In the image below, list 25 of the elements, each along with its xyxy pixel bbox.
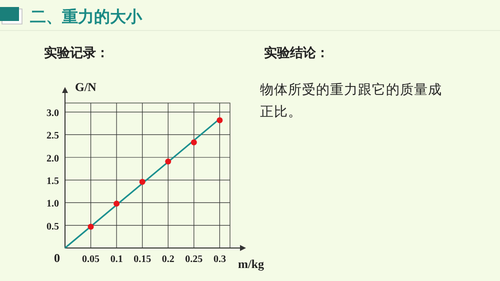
point — [114, 200, 120, 207]
point — [88, 224, 94, 230]
x-axis-title: m/kg — [238, 257, 264, 271]
point — [139, 178, 146, 185]
point — [216, 117, 223, 124]
x-tick-label: 0.3 — [213, 254, 226, 265]
y-tick-label: 1.0 — [46, 198, 59, 210]
x-tick-label: 0.25 — [185, 254, 203, 265]
y-tick-label: 3.0 — [46, 108, 59, 120]
x-tick-label: 0.15 — [134, 254, 152, 265]
text: 实验结论： — [264, 45, 329, 61]
x-tick-label: 0.05 — [82, 254, 100, 265]
text: 物体所受的重力跟它的质量成正比。 — [260, 82, 442, 120]
y-tick-label: 2.0 — [46, 153, 59, 164]
x-tick-label: 0.2 — [162, 254, 174, 265]
y-tick-label: 1.5 — [46, 176, 59, 188]
chart-title: 二、重力的大小 — [30, 7, 143, 26]
chart-subtitle: 实验记录： — [44, 45, 109, 61]
x-tick-label: 0 — [54, 251, 60, 265]
point — [190, 139, 197, 146]
y-tick-label: 0.5 — [46, 221, 59, 232]
x-tick-label: 0.1 — [110, 254, 123, 265]
y-tick-label: 2.5 — [46, 130, 59, 142]
y-axis-title: G/N — [75, 80, 97, 94]
point — [165, 158, 172, 164]
